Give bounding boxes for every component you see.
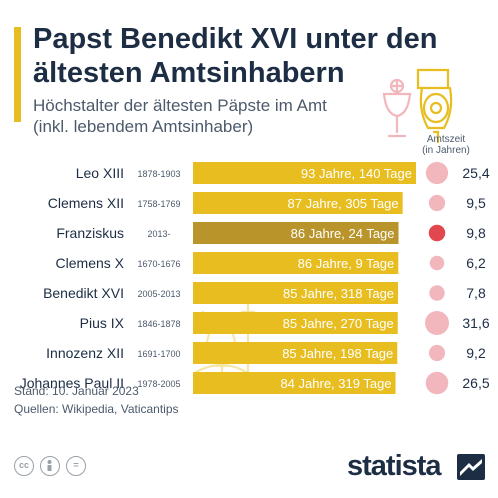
amtszeit-value-label: 9,5 <box>466 195 486 211</box>
pope-name-label: Johannes Paul II <box>20 375 124 391</box>
pope-name-label: Innozenz XII <box>46 345 124 361</box>
pope-name-label: Benedikt XVI <box>43 285 124 301</box>
pope-name-label: Franziskus <box>56 225 124 241</box>
bar <box>193 162 416 184</box>
amtszeit-bubble <box>429 285 445 301</box>
chart-title: Papst Benedikt XVI unter den ältesten Am… <box>33 23 438 89</box>
amtszeit-value-label: 9,2 <box>466 345 486 361</box>
period-label: 1691-1700 <box>137 349 180 359</box>
amtszeit-column-header: Amtszeit (in Jahren) <box>416 134 476 156</box>
amtszeit-bubble <box>428 344 446 362</box>
amtszeit-bubble <box>425 311 449 335</box>
amtszeit-header-title: Amtszeit <box>426 134 466 145</box>
period-label: 2013- <box>147 229 170 239</box>
bar-value-label: 84 Jahre, 319 Tage <box>280 376 391 391</box>
pope-name-label: Pius IX <box>80 315 125 331</box>
equals-icon[interactable]: = <box>66 456 86 476</box>
title-accent-bar <box>14 27 21 122</box>
amtszeit-bubble <box>425 161 449 185</box>
bar <box>193 372 396 394</box>
amtszeit-header-unit: (in Jahren) <box>422 145 470 156</box>
amtszeit-bubble <box>429 255 445 271</box>
period-label: 1978-2005 <box>137 379 180 389</box>
bar <box>193 222 399 244</box>
bar-value-label: 87 Jahre, 305 Tage <box>288 196 399 211</box>
amtszeit-bubble <box>425 371 449 395</box>
period-label: 1758-1769 <box>137 199 180 209</box>
bar <box>193 192 403 214</box>
cc-icon[interactable]: cc <box>14 456 34 476</box>
amtszeit-value-label: 7,8 <box>466 285 486 301</box>
amtszeit-value-label: 9,8 <box>466 225 486 241</box>
period-label: 2005-2013 <box>137 289 180 299</box>
bar <box>193 282 399 304</box>
statista-logo-icon[interactable] <box>457 454 485 480</box>
amtszeit-bubble <box>428 224 446 242</box>
papal-symbols-icon <box>382 68 453 144</box>
amtszeit-value-label: 25,4 <box>462 165 489 181</box>
pope-name-label: Clemens XII <box>48 195 124 211</box>
pope-name-label: Leo XIII <box>76 165 124 181</box>
person-icon[interactable] <box>40 456 60 476</box>
footer-date: Stand: 10. Januar 2023 <box>14 384 139 398</box>
bar-value-label: 86 Jahre, 9 Tage <box>298 256 395 271</box>
period-label: 1878-1903 <box>137 169 180 179</box>
bar-value-label: 85 Jahre, 270 Tage <box>283 316 394 331</box>
bar-value-label: 85 Jahre, 318 Tage <box>283 286 394 301</box>
bar-value-label: 86 Jahre, 24 Tage <box>291 226 395 241</box>
amtszeit-value-label: 31,6 <box>462 315 489 331</box>
bar <box>193 252 399 274</box>
bar-value-label: 85 Jahre, 198 Tage <box>282 346 393 361</box>
pope-name-label: Clemens X <box>56 255 125 271</box>
bar <box>193 342 398 364</box>
period-label: 1670-1676 <box>137 259 180 269</box>
bar-value-label: 93 Jahre, 140 Tage <box>301 166 412 181</box>
amtszeit-bubble <box>428 194 446 212</box>
footer-sources: Quellen: Wikipedia, Vaticantips <box>14 402 179 416</box>
chart-subtitle: Höchstalter der ältesten Päpste im Amt (… <box>33 96 327 136</box>
amtszeit-value-label: 6,2 <box>466 255 486 271</box>
statista-logo-text[interactable]: statista <box>347 450 442 482</box>
amtszeit-value-label: 26,5 <box>462 375 489 391</box>
period-label: 1846-1878 <box>137 319 180 329</box>
bar <box>193 312 398 334</box>
